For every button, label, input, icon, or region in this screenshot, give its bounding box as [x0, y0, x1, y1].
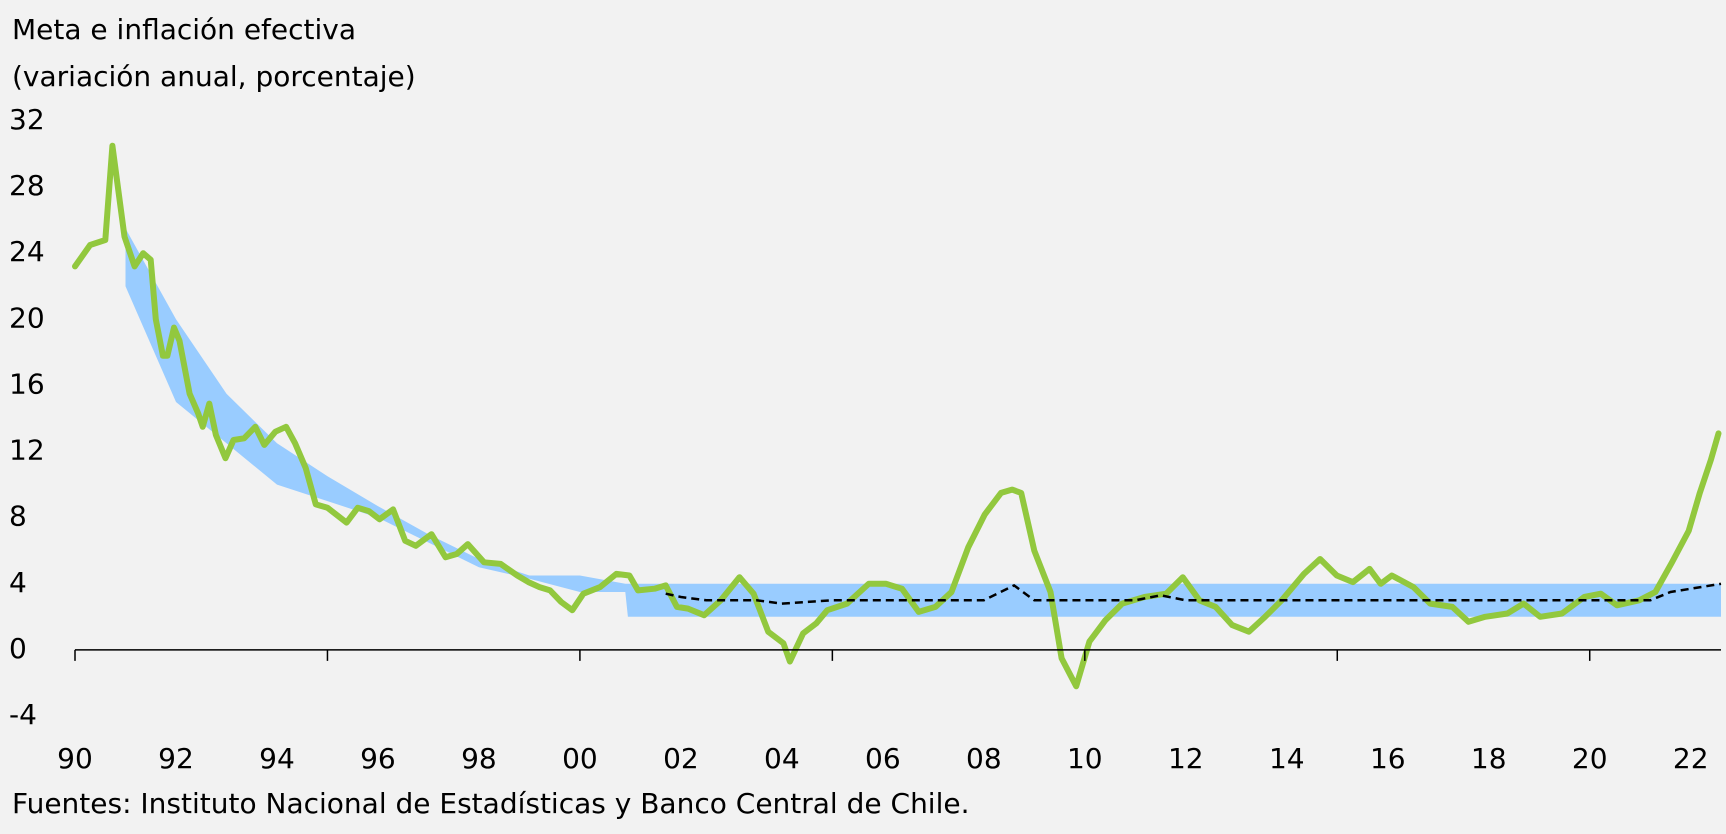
chart-subtitle: (variación anual, porcentaje) — [12, 60, 416, 93]
x-tick-label: 14 — [1269, 742, 1305, 775]
dashed-line — [665, 582, 1722, 605]
y-tick-label: 32 — [9, 103, 45, 136]
x-tick-label: 90 — [57, 742, 93, 775]
x-tick-label: 94 — [259, 742, 295, 775]
y-tick-label: 24 — [9, 235, 45, 268]
y-tick-label: 8 — [9, 500, 27, 533]
y-tick-label: -4 — [9, 698, 37, 731]
x-tick-label: 16 — [1370, 742, 1406, 775]
y-tick-label: 0 — [9, 632, 27, 665]
x-tick-label: 12 — [1168, 742, 1204, 775]
x-tick-label: 06 — [865, 742, 901, 775]
source-note: Fuentes: Instituto Nacional de Estadísti… — [12, 787, 970, 820]
chart-title: Meta e inflación efectiva — [12, 13, 356, 46]
x-tick-label: 10 — [1067, 742, 1103, 775]
x-tick-label: 00 — [562, 742, 598, 775]
x-tick-label: 20 — [1572, 742, 1608, 775]
y-tick-label: 4 — [9, 566, 27, 599]
y-tick-label: 16 — [9, 367, 45, 400]
x-tick-label: 18 — [1471, 742, 1507, 775]
x-tick-label: 02 — [663, 742, 699, 775]
x-tick-label: 92 — [158, 742, 194, 775]
y-tick-label: 28 — [9, 169, 45, 202]
x-tick-label: 04 — [764, 742, 800, 775]
y-tick-label: 12 — [9, 434, 45, 467]
x-tick-label: 96 — [360, 742, 396, 775]
inflation-line — [72, 142, 1722, 690]
y-tick-label: 20 — [9, 301, 45, 334]
x-tick-label: 22 — [1673, 742, 1709, 775]
x-tick-label: 08 — [966, 742, 1002, 775]
x-tick-label: 98 — [461, 742, 497, 775]
